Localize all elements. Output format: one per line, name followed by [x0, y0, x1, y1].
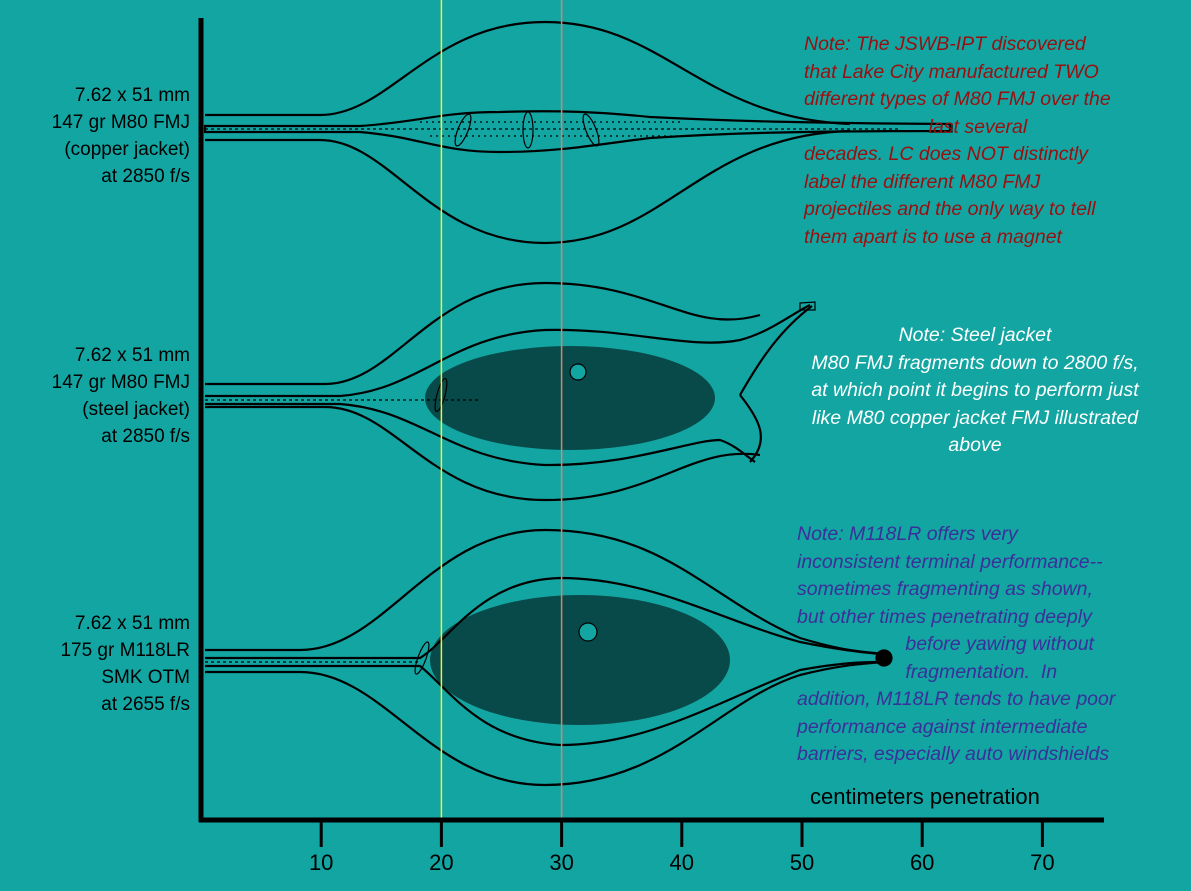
note-line: M80 FMJ fragments down to 2800 f/s,: [811, 351, 1139, 374]
round-label-line: at 2850 f/s: [101, 166, 190, 187]
x-tick-label: 30: [549, 850, 574, 875]
note-line: above: [948, 434, 1002, 456]
note-m118lr: Note: M118LR offers very inconsistent te…: [797, 521, 1115, 769]
round-label-line: 147 gr M80 FMJ: [51, 112, 190, 133]
x-tick-label: 50: [789, 850, 815, 875]
x-tick-label: 70: [1030, 850, 1055, 875]
note-line: like M80 copper jacket FMJ illustrated: [811, 406, 1139, 429]
round-label-line: 147 gr M80 FMJ: [51, 372, 190, 393]
round-label-line: 7.62 x 51 mm: [74, 345, 190, 366]
note-steel-jacket: Note: Steel jacket M80 FMJ fragments dow…: [770, 322, 1180, 460]
round-label-line: SMK OTM: [101, 667, 190, 688]
x-axis-tick-marks: [319, 820, 1044, 847]
wound-profile-m80-copper: [203, 20, 953, 245]
round-label-line: 175 gr M118LR: [60, 640, 190, 661]
temporary-cavity-outline: [205, 528, 886, 787]
note-line: but other times penetrating deeply: [797, 605, 1092, 628]
note-line: projectiles and the only way to tell: [804, 198, 1096, 220]
round-label-line: (steel jacket): [82, 399, 190, 420]
x-axis-title: centimeters penetration: [810, 784, 1040, 809]
note-line: label the different M80 FMJ: [804, 170, 1041, 193]
round-label-line: (copper jacket): [64, 139, 190, 160]
x-tick-label: 20: [429, 850, 454, 875]
round-label-m118lr: 7.62 x 51 mm 175 gr M118LR SMK OTM at 26…: [0, 610, 190, 718]
note-line: them apart is to use a magnet: [804, 225, 1062, 248]
wound-profile-m118lr: [205, 528, 893, 787]
note-line: Note: The JSWB-IPT discovered: [804, 33, 1086, 55]
temporary-cavity-outline: [205, 20, 851, 245]
note-line: Note: Steel jacket: [898, 324, 1052, 346]
round-label-line: 7.62 x 51 mm: [74, 613, 190, 634]
permanent-cavity-outline: [205, 304, 811, 467]
permanent-cavity-outline: [203, 110, 952, 154]
round-label-line: at 2850 f/s: [101, 426, 190, 447]
note-line: last several: [804, 115, 1028, 138]
round-label-line: 7.62 x 51 mm: [74, 85, 190, 106]
note-line: barriers, especially auto windshields: [797, 743, 1110, 765]
note-line: Note: M118LR offers very: [797, 523, 1018, 545]
note-line: different types of M80 FMJ over the: [804, 88, 1111, 110]
note-line: at which point it begins to perform just: [811, 379, 1139, 401]
note-line: performance against intermediate: [797, 715, 1088, 738]
x-tick-label: 60: [909, 850, 935, 875]
note-line: addition, M118LR tends to have poor: [797, 688, 1116, 710]
note-line: sometimes fragmenting as shown,: [797, 578, 1093, 600]
wound-profile-m80-steel: [205, 281, 816, 502]
note-line: fragmentation. In: [797, 660, 1058, 683]
note-line: before yawing without: [797, 633, 1094, 655]
note-line: inconsistent terminal performance--: [797, 550, 1103, 573]
round-label-m80-copper: 7.62 x 51 mm 147 gr M80 FMJ (copper jack…: [0, 82, 190, 190]
round-label-m80-steel: 7.62 x 51 mm 147 gr M80 FMJ (steel jacke…: [0, 342, 190, 450]
note-line: that Lake City manufactured TWO: [804, 60, 1099, 83]
note-lake-city-m80: Note: The JSWB-IPT discovered that Lake …: [804, 31, 1111, 251]
note-line: decades. LC does NOT distinctly: [804, 143, 1088, 165]
x-tick-label: 40: [669, 850, 695, 875]
round-label-line: at 2655 f/s: [101, 694, 190, 715]
x-tick-label: 10: [308, 850, 334, 875]
temporary-cavity-outline: [205, 281, 813, 502]
